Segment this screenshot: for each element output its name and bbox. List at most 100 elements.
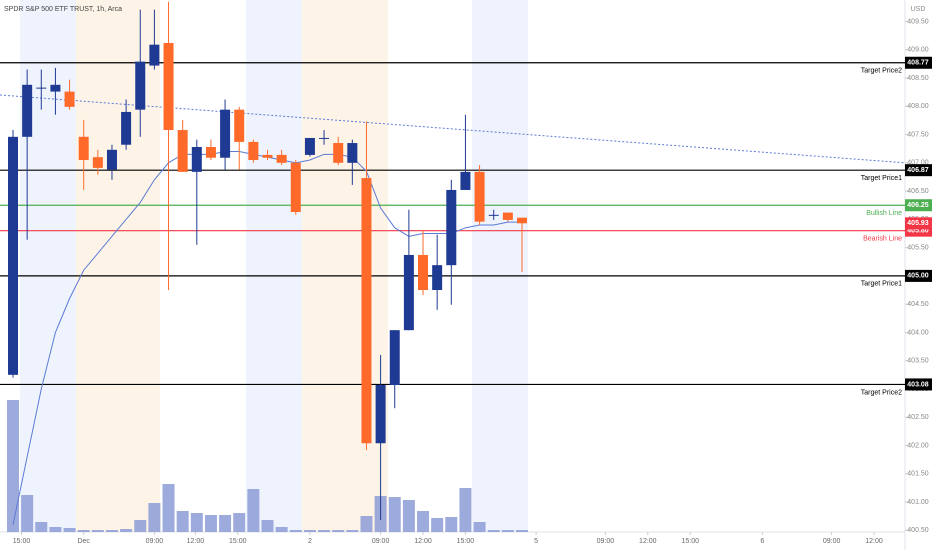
x-tick-label: 6 <box>760 538 764 545</box>
level-label: Target Price2 <box>861 68 902 75</box>
volume-bar <box>21 495 34 532</box>
candle-body <box>333 143 344 163</box>
x-tick-label: 12:00 <box>187 538 205 545</box>
volume-bar <box>332 530 345 532</box>
volume-bar <box>120 529 133 532</box>
candle-body <box>36 87 47 89</box>
volume-bar <box>417 511 430 532</box>
candle-body <box>22 84 33 137</box>
level-label: Target Price2 <box>861 389 902 396</box>
volume-bar <box>261 520 274 532</box>
currency-label: USD <box>911 6 926 13</box>
volume-bar <box>162 484 175 532</box>
level-label: Bullish Line <box>866 210 902 217</box>
candle-body <box>319 137 330 139</box>
x-tick-label: 12:00 <box>414 538 432 545</box>
volume-bar <box>388 497 401 532</box>
candle-body <box>78 136 89 160</box>
candle-body <box>121 111 132 145</box>
x-tick-label: 2 <box>308 538 312 545</box>
candle-body <box>50 84 61 92</box>
candle-body <box>474 171 485 222</box>
x-tick-label: 09:00 <box>372 538 390 545</box>
candle-body <box>92 157 103 168</box>
price-tag-label: 403.08 <box>907 381 929 388</box>
candle-body <box>502 212 513 220</box>
volume-bar <box>134 520 147 532</box>
chart-title: SPDR S&P 500 ETF TRUST, 1h, Arca <box>4 6 122 13</box>
volume-bar <box>204 515 217 532</box>
volume-bar <box>346 530 359 532</box>
candle-body <box>516 217 527 224</box>
candle-body <box>262 154 273 158</box>
x-tick-label: 09:00 <box>597 538 615 545</box>
volume-bar <box>91 530 104 532</box>
level-label: Bearish Line <box>863 236 902 243</box>
candle-body <box>135 61 146 110</box>
price-tag-label: 406.25 <box>907 202 929 209</box>
y-tick-label: 406.50 <box>907 188 929 195</box>
x-tick-label: 09:00 <box>823 538 841 545</box>
volume-bar <box>318 530 331 532</box>
candle-body <box>149 44 160 66</box>
candle-body <box>8 136 19 375</box>
x-tick-label: Dec <box>77 538 90 545</box>
price-tag <box>905 56 932 69</box>
candle-body <box>205 146 216 158</box>
x-tick-label: 15:00 <box>457 538 475 545</box>
y-tick-label: 401.00 <box>907 499 929 506</box>
y-tick-label: 407.00 <box>907 160 929 167</box>
price-tag <box>905 199 932 212</box>
y-tick-label: 408.50 <box>907 75 929 82</box>
candle-body <box>488 214 499 216</box>
candle-body <box>304 137 315 155</box>
level-label: Target Price1 <box>861 281 902 288</box>
trend-line <box>0 94 906 164</box>
price-tag-label: 406.87 <box>907 167 929 174</box>
y-tick-label: 400.50 <box>907 527 929 534</box>
price-tag-label: 408.77 <box>907 60 929 67</box>
session-band <box>302 0 388 532</box>
candle-body <box>418 254 429 291</box>
candle-body <box>177 130 188 172</box>
volume-bar <box>360 516 373 532</box>
candle-body <box>347 143 358 163</box>
x-tick-label: 15:00 <box>13 538 31 545</box>
session-band <box>246 0 302 532</box>
y-tick-label: 402.00 <box>907 442 929 449</box>
y-tick-label: 404.00 <box>907 329 929 336</box>
y-tick-label: 405.50 <box>907 244 929 251</box>
x-tick-label: 12:00 <box>639 538 657 545</box>
y-tick-label: 407.50 <box>907 131 929 138</box>
price-tag-label: 405.80 <box>907 228 929 235</box>
volume-bar <box>275 527 288 532</box>
y-tick-label: 408.00 <box>907 103 929 110</box>
volume-bar <box>487 530 500 532</box>
x-tick-label: 15:00 <box>229 538 247 545</box>
price-tag-label: 405.00 <box>907 273 929 280</box>
volume-bar <box>35 522 48 532</box>
candle-body <box>64 91 75 107</box>
volume-bar <box>49 527 62 532</box>
volume-bar <box>176 511 189 532</box>
candle-body <box>248 141 259 160</box>
volume-bar <box>63 528 76 532</box>
volume-bar <box>459 488 472 532</box>
candle-body <box>290 162 301 213</box>
volume-bar <box>190 513 203 532</box>
x-tick-label: 12:00 <box>865 538 883 545</box>
candle-body <box>163 42 174 131</box>
y-tick-label: 403.50 <box>907 358 929 365</box>
candle-body <box>389 330 400 386</box>
x-tick-label: 15:00 <box>681 538 699 545</box>
price-tag <box>905 269 932 282</box>
volume-bar <box>402 500 415 532</box>
candle-body <box>276 154 287 163</box>
price-tag <box>905 164 932 177</box>
volume-bar <box>7 400 20 532</box>
y-tick-label: 404.50 <box>907 301 929 308</box>
y-tick-label: 409.50 <box>907 18 929 25</box>
volume-bar <box>303 530 316 532</box>
volume-bar <box>473 522 486 532</box>
